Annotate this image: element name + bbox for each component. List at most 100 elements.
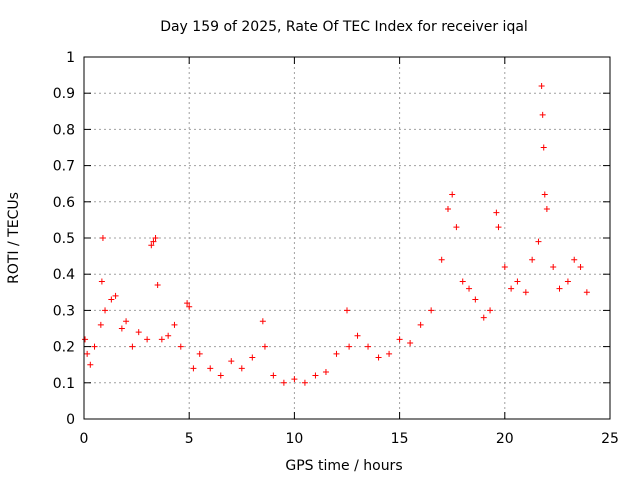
data-point bbox=[108, 296, 115, 303]
data-point bbox=[407, 339, 414, 346]
data-point bbox=[571, 256, 578, 263]
data-point bbox=[556, 285, 563, 292]
data-point bbox=[501, 263, 508, 270]
data-point bbox=[466, 285, 473, 292]
y-tick-label: 0 bbox=[66, 412, 75, 428]
data-point bbox=[472, 296, 479, 303]
data-point bbox=[529, 256, 536, 263]
data-point bbox=[228, 358, 235, 365]
data-points bbox=[82, 82, 590, 386]
data-point bbox=[444, 206, 451, 213]
y-tick-label: 0.5 bbox=[53, 231, 75, 247]
data-point bbox=[535, 238, 542, 245]
data-point bbox=[82, 336, 89, 343]
data-point bbox=[177, 343, 184, 350]
data-point bbox=[493, 209, 500, 216]
y-tick-label: 1 bbox=[66, 50, 75, 66]
data-point bbox=[217, 372, 224, 379]
data-point bbox=[322, 368, 329, 375]
data-point bbox=[186, 303, 193, 310]
data-point bbox=[541, 191, 548, 198]
data-point bbox=[312, 372, 319, 379]
data-point bbox=[190, 365, 197, 372]
data-point bbox=[449, 191, 456, 198]
data-point bbox=[249, 354, 256, 361]
data-point bbox=[459, 278, 466, 285]
data-point bbox=[522, 289, 529, 296]
x-tick-label: 15 bbox=[391, 431, 409, 447]
data-point bbox=[495, 224, 502, 231]
chart-title: Day 159 of 2025, Rate Of TEC Index for r… bbox=[160, 19, 528, 35]
data-point bbox=[508, 285, 515, 292]
y-tick-label: 0.7 bbox=[53, 159, 75, 175]
data-point bbox=[129, 343, 136, 350]
data-point bbox=[261, 343, 268, 350]
data-point bbox=[270, 372, 277, 379]
data-point bbox=[344, 307, 350, 314]
data-point bbox=[123, 318, 130, 325]
x-tick-label: 10 bbox=[285, 431, 303, 447]
data-point bbox=[97, 321, 104, 328]
data-point bbox=[550, 263, 557, 270]
data-point bbox=[375, 354, 382, 361]
data-point bbox=[543, 206, 550, 213]
data-point bbox=[396, 336, 403, 343]
data-point bbox=[538, 82, 545, 89]
x-tick-label: 20 bbox=[496, 431, 514, 447]
data-point bbox=[453, 224, 460, 231]
data-point bbox=[148, 242, 155, 249]
axis-ticks: 00.10.20.30.40.50.60.70.80.910 5 10 15 20 25 bbox=[53, 50, 619, 447]
data-point bbox=[386, 350, 393, 357]
data-point bbox=[99, 235, 106, 241]
x-tick-label: 0 bbox=[80, 431, 89, 447]
data-point bbox=[158, 336, 165, 343]
y-axis-label: ROTI / TECUs bbox=[6, 192, 22, 284]
data-point bbox=[583, 289, 590, 296]
x-axis-label: GPS time / hours bbox=[285, 458, 402, 474]
data-point bbox=[487, 307, 494, 314]
x-tick-label: 5 bbox=[185, 431, 194, 447]
y-tick-label: 0.2 bbox=[53, 340, 75, 356]
grid-lines bbox=[84, 57, 610, 419]
data-point bbox=[135, 329, 142, 336]
data-point bbox=[417, 321, 424, 328]
data-point bbox=[184, 300, 191, 307]
data-point bbox=[238, 365, 245, 372]
data-point bbox=[577, 263, 584, 270]
data-point bbox=[365, 343, 372, 350]
x-tick-label: 25 bbox=[601, 431, 619, 447]
data-point bbox=[144, 336, 151, 343]
data-point bbox=[539, 111, 546, 118]
data-point bbox=[259, 318, 266, 325]
y-tick-label: 0.1 bbox=[53, 376, 75, 392]
data-point bbox=[428, 307, 435, 314]
data-point bbox=[514, 278, 521, 285]
data-point bbox=[540, 144, 547, 151]
data-point bbox=[346, 343, 353, 350]
data-point bbox=[280, 379, 287, 386]
data-point bbox=[301, 379, 308, 386]
data-point bbox=[196, 350, 203, 357]
data-point bbox=[118, 325, 125, 332]
y-tick-label: 0.6 bbox=[53, 195, 75, 211]
plot-frame bbox=[83, 56, 611, 420]
data-point bbox=[165, 332, 172, 339]
y-tick-label: 0.4 bbox=[53, 267, 75, 283]
y-tick-label: 0.9 bbox=[53, 86, 75, 102]
data-point bbox=[207, 365, 214, 372]
data-point bbox=[91, 343, 98, 350]
data-point bbox=[171, 321, 178, 328]
data-point bbox=[112, 292, 119, 299]
data-point bbox=[84, 350, 91, 357]
data-point bbox=[154, 282, 161, 289]
data-point bbox=[152, 235, 159, 241]
y-tick-label: 0.8 bbox=[53, 122, 75, 138]
data-point bbox=[333, 350, 340, 357]
data-point bbox=[354, 332, 361, 339]
data-point bbox=[102, 307, 109, 314]
data-point bbox=[150, 238, 157, 245]
data-point bbox=[438, 256, 445, 263]
data-point bbox=[480, 314, 487, 321]
